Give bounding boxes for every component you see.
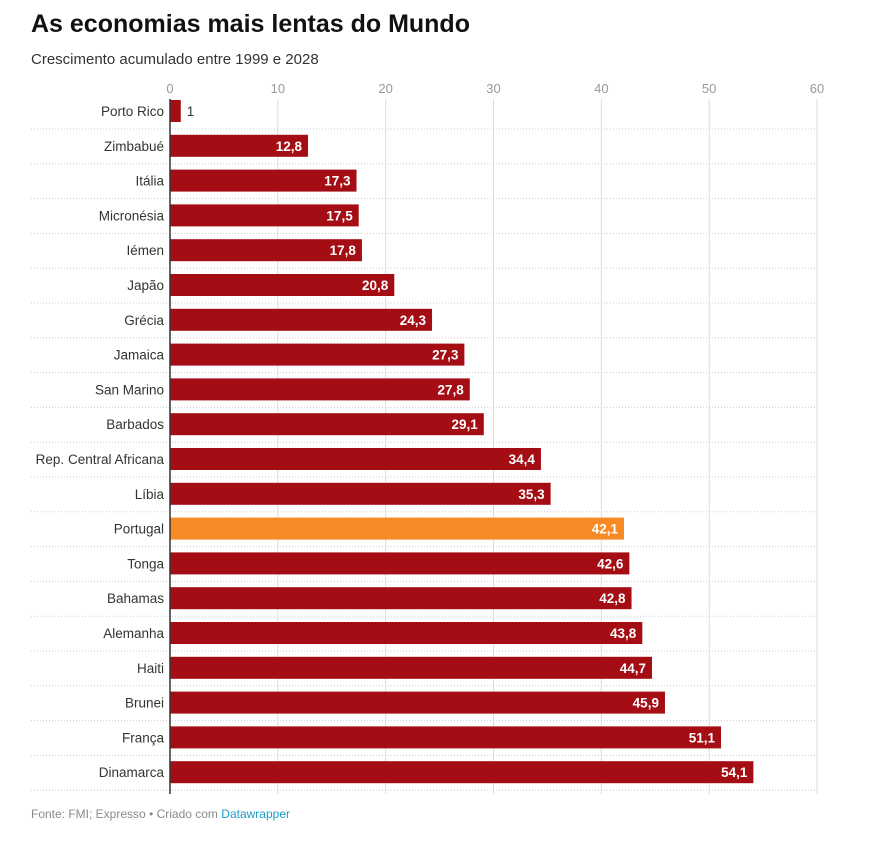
value-label: 24,3 [400,313,427,328]
category-label: Alemanha [103,626,164,641]
category-label: Portugal [114,522,164,537]
category-label: Porto Rico [101,104,164,119]
x-tick-label: 30 [486,81,500,96]
x-tick-label: 50 [702,81,716,96]
bar-rep-central-africana [170,448,541,470]
category-label: Dinamarca [99,765,165,780]
category-label: Brunei [125,696,164,711]
category-label: Barbados [106,417,164,432]
category-label: Japão [127,278,164,293]
value-label: 43,8 [610,626,637,641]
bar-porto-rico [170,100,181,122]
bar-fran-a [170,726,722,749]
bar-zimbabu- [170,134,309,157]
category-label: Haiti [137,661,164,676]
category-label: Itália [135,174,164,189]
datawrapper-link[interactable]: Datawrapper [221,807,290,821]
value-label: 44,7 [620,661,646,676]
bar-bahamas [170,587,632,610]
bar-jamaica [170,343,465,366]
category-label: Bahamas [107,591,164,606]
bar-portugal [170,517,624,540]
value-label: 20,8 [362,278,389,293]
value-label: 17,3 [324,174,351,189]
category-label: San Marino [95,382,164,397]
bar-dinamarca [170,761,754,784]
category-label: Grécia [124,313,164,328]
value-label: 34,4 [509,452,536,467]
value-label: 42,1 [592,522,619,537]
value-label: 27,3 [432,348,459,363]
source-text: Fonte: FMI; Expresso • Criado com [31,807,218,821]
value-label: 17,8 [330,243,357,258]
bar-gr-cia [170,308,433,331]
value-label: 54,1 [721,765,748,780]
value-label: 27,8 [437,382,464,397]
category-label: Tonga [127,556,164,571]
value-label: 17,5 [326,208,353,223]
x-tick-label: 60 [810,81,824,96]
value-label: 12,8 [276,139,303,154]
value-label: 51,1 [689,730,716,745]
x-tick-label: 20 [378,81,392,96]
category-label: Micronésia [99,208,165,223]
value-label: 1 [187,104,195,119]
bar-san-marino [170,378,470,401]
chart-subtitle: Crescimento acumulado entre 1999 e 2028 [31,51,319,68]
bar-barbados [170,413,484,436]
value-label: 42,8 [599,591,626,606]
bar-brunei [170,691,665,714]
category-label: Jamaica [114,348,165,363]
x-tick-label: 10 [271,81,285,96]
category-label: França [122,730,165,745]
bar-tonga [170,552,630,575]
bar-micron-sia [170,204,359,227]
x-tick-label: 40 [594,81,608,96]
category-label: Iémen [126,243,164,258]
bar-jap-o [170,274,395,296]
value-label: 42,6 [597,556,624,571]
category-label: Zimbabué [104,139,164,154]
value-label: 35,3 [518,487,545,502]
bar-it-lia [170,169,357,192]
category-label: Rep. Central Africana [36,452,165,467]
chart-title: As economias mais lentas do Mundo [31,10,470,38]
bar-l-bia [170,482,551,505]
category-label: Líbia [135,487,165,502]
value-label: 29,1 [452,417,479,432]
x-tick-label: 0 [166,81,173,96]
bar-chart: 0 10 20 30 40 50 60 Porto Rico 1 Zimbabué 12,8 Itál… [31,81,824,794]
bar-alemanha [170,622,643,644]
chart-footer: Fonte: FMI; Expresso • Criado com Datawr… [31,807,290,821]
bar-haiti [170,656,653,679]
bar-i-men [170,239,362,262]
value-label: 45,9 [633,696,659,711]
